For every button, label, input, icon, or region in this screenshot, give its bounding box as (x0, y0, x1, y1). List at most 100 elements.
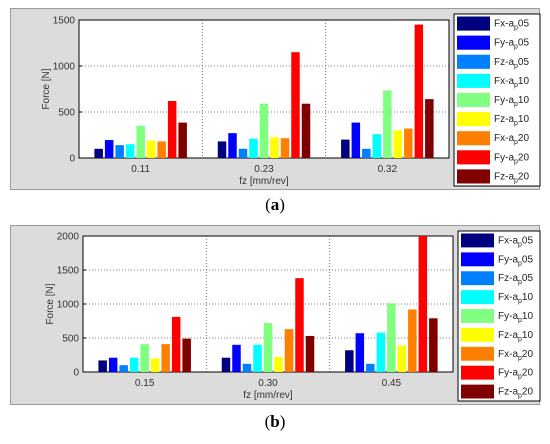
chart-a-bar-Fy-ap10-0.23 (259, 103, 269, 158)
chart-b-bar-Fz-ap05-0.15 (119, 365, 128, 372)
chart-a-bar-Fy-ap20-0.11 (167, 100, 177, 158)
chart-a-bar-Fx-ap05-0.23 (217, 141, 227, 158)
chart-b-legend-swatch-Fx-ap20 (461, 346, 494, 361)
chart-a-legend-swatch-Fx-ap10 (457, 73, 490, 88)
chart-a-legend-swatch-Fz-ap05 (457, 54, 490, 69)
chart-b-legend-label-Fy-ap20: Fy-ap20 (498, 368, 533, 381)
chart-a-ytick-label: 500 (58, 108, 75, 119)
chart-a-legend-swatch-Fy-ap20 (457, 150, 490, 165)
chart-a-legend-swatch-Fz-ap20 (457, 169, 490, 184)
chart-a-legend-label-Fy-ap20: Fy-ap20 (494, 152, 529, 165)
chart-a-legend-swatch-Fy-ap10 (457, 92, 490, 108)
chart-a-legend-swatch-Fx-ap05 (457, 16, 490, 31)
chart-b-bar-Fz-ap20-0.45 (429, 318, 438, 372)
chart-a-bar-Fz-ap20-0.23 (301, 103, 311, 158)
chart-a-bar-Fx-ap20-0.32 (404, 128, 413, 158)
chart-a-bar-Fx-ap10-0.11 (125, 144, 135, 158)
chart-a-bar-Fy-ap05-0.32 (351, 122, 361, 158)
chart-b-bar-Fy-ap20-0.30 (295, 278, 304, 372)
chart-b-legend-swatch-Fy-ap10 (461, 309, 494, 323)
caption-b-label: b (270, 412, 280, 431)
chart-b-bar-Fy-ap20-0.15 (171, 316, 181, 372)
chart-b-bar-Fy-ap10-0.30 (263, 323, 273, 372)
chart-a-bar-Fz-ap05-0.32 (362, 148, 371, 158)
chart-a-bar-Fx-ap20-0.23 (280, 138, 290, 158)
chart-b-bar-Fy-ap05-0.15 (108, 357, 118, 372)
chart-a-x-axis-label: fz [mm/rev] (239, 176, 289, 187)
chart-b-ytick-label: 1000 (57, 300, 80, 311)
chart-b-bar-Fz-ap20-0.30 (305, 335, 315, 372)
chart-b-bar-Fy-ap20-0.45 (418, 236, 428, 372)
chart-a-legend-swatch-Fy-ap05 (457, 35, 490, 50)
chart-a-bar-Fz-ap20-0.11 (178, 122, 187, 158)
chart-a-ytick-label: 0 (69, 154, 75, 165)
chart-b-legend-label-Fx-ap20: Fx-ap20 (498, 349, 533, 362)
chart-b-xtick-label: 0.15 (135, 378, 155, 389)
chart-a-bar-Fy-ap05-0.11 (104, 140, 114, 158)
chart-a-legend-label-Fz-ap05: Fz-ap05 (494, 57, 529, 70)
chart-b-ytick-label: 2000 (57, 232, 80, 243)
chart-b-bar-Fx-ap05-0.30 (221, 357, 231, 372)
chart-b-bar-Fz-ap10-0.15 (150, 358, 160, 372)
caption-b: (b) (264, 412, 286, 431)
chart-b-legend-swatch-Fx-ap05 (461, 233, 494, 248)
chart-a-bar-Fz-ap05-0.11 (115, 145, 124, 158)
chart-a-bar-Fx-ap10-0.32 (372, 134, 382, 158)
chart-b-bar-Fz-ap10-0.30 (274, 357, 283, 372)
chart-b-bar-Fx-ap20-0.30 (284, 329, 294, 372)
chart-a-ytick-label: 1500 (53, 16, 76, 27)
chart-b-legend-swatch-Fy-ap05 (461, 252, 494, 267)
chart-b-bar-Fz-ap05-0.45 (366, 363, 375, 372)
chart-a-bar-Fy-ap10-0.11 (136, 125, 145, 158)
chart-b-legend-label-Fx-ap10: Fx-ap10 (498, 292, 533, 305)
chart-b-bar-Fy-ap05-0.45 (355, 333, 365, 372)
chart-a-bar-Fx-ap20-0.11 (157, 141, 166, 158)
chart-b-bar-Fz-ap05-0.30 (242, 363, 252, 372)
chart-a-legend-label-Fy-ap10: Fy-ap10 (494, 95, 529, 108)
chart-a-bar-Fx-ap05-0.11 (94, 148, 103, 158)
chart-a-bar-Fy-ap20-0.23 (291, 52, 300, 159)
chart-a-legend-label-Fz-ap20: Fz-ap20 (494, 171, 529, 184)
chart-a-legend-label-Fx-ap10: Fx-ap10 (494, 76, 529, 89)
chart-b-bar-Fx-ap10-0.30 (253, 344, 262, 372)
chart-b-legend-swatch-Fz-ap20 (461, 384, 494, 399)
chart-b-bar-Fy-ap10-0.45 (387, 303, 396, 372)
chart-a-ytick-label: 1000 (53, 62, 76, 73)
chart-b-ytick-label: 0 (73, 368, 79, 379)
chart-b-xtick-label: 0.45 (382, 378, 402, 389)
chart-a-bar-Fy-ap10-0.32 (383, 90, 392, 158)
chart-panel-b: 0 500 1000 1500 2000 0.15 0.30 0.45 fz [mm/rev] F… (10, 225, 541, 405)
chart-a-bar-Fz-ap20-0.32 (425, 99, 434, 158)
chart-b-bar-Fy-ap05-0.30 (232, 344, 241, 372)
chart-a-bar-Fz-ap10-0.32 (393, 130, 403, 158)
chart-b-bar-Fx-ap20-0.45 (408, 309, 417, 372)
chart-a-xtick-label: 0.23 (254, 164, 274, 175)
chart-a-bar-Fz-ap05-0.23 (238, 148, 248, 158)
chart-b-legend-label-Fz-ap05: Fz-ap05 (498, 273, 533, 286)
chart-b-ytick-label: 500 (62, 334, 79, 345)
chart-b-ytick-label: 1500 (57, 266, 80, 277)
caption-a-label: a (270, 195, 280, 214)
chart-b-legend-label-Fy-ap05: Fy-ap05 (498, 254, 533, 267)
chart-b-xtick-label: 0.30 (258, 378, 278, 389)
chart-b-bar-Fx-ap10-0.45 (376, 332, 386, 372)
chart-b-legend-swatch-Fz-ap10 (461, 327, 494, 342)
chart-b-bar-Fx-ap05-0.15 (98, 360, 107, 372)
chart-a-bar-Fx-ap05-0.32 (341, 139, 350, 158)
chart-b-legend-label-Fz-ap10: Fz-ap10 (498, 330, 533, 343)
chart-panel-a: 0 500 1000 1500 0.11 0.23 0.32 fz [mm/rev] Force… (10, 8, 541, 190)
chart-b-bar-Fy-ap10-0.15 (140, 344, 149, 372)
chart-b-bar-Fx-ap05-0.45 (345, 350, 354, 372)
chart-b-bar-Fz-ap10-0.45 (397, 345, 407, 372)
chart-a-y-axis-label: Force [N] (41, 68, 52, 109)
chart-b-bar-Fz-ap20-0.15 (182, 338, 191, 372)
caption-a: (a) (265, 195, 285, 214)
chart-a-bar-Fz-ap10-0.23 (270, 137, 279, 158)
chart-a-bar-Fx-ap10-0.23 (249, 138, 258, 158)
chart-b-legend-swatch-Fy-ap20 (461, 365, 494, 380)
chart-a-legend-swatch-Fx-ap20 (457, 131, 490, 146)
chart-b-bar-Fx-ap20-0.15 (161, 344, 170, 372)
chart-b-y-axis-label: Force [N] (45, 283, 56, 324)
chart-a-legend-label-Fy-ap05: Fy-ap05 (494, 38, 529, 51)
chart-svg-b: 0 500 1000 1500 2000 0.15 0.30 0.45 fz [mm/rev] F… (45, 230, 541, 402)
